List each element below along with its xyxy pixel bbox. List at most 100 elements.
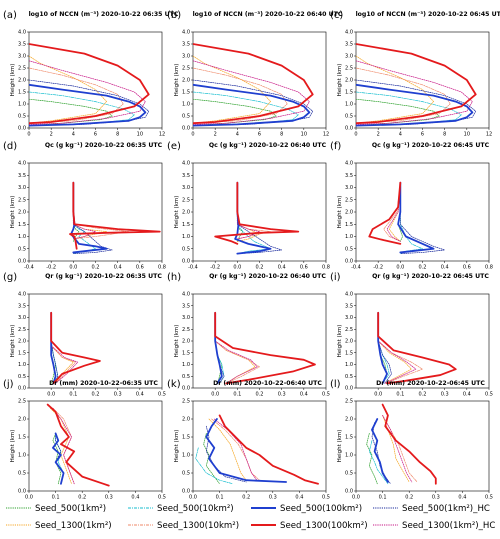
series-line-seed-1300-100km2 <box>368 181 402 245</box>
panels: (a) log10 of NCCN (m⁻³) 2020-10-22 06:35 … <box>3 10 500 501</box>
y-axis-label: Height (km) <box>337 430 343 463</box>
series-line-seed-1300-100km2 <box>218 414 319 485</box>
x-tick-label: 0.6 <box>463 265 471 271</box>
y-tick-label: 1.0 <box>18 102 26 108</box>
panel-h: (h) Qr (g kg⁻¹) 2020-10-22 06:40 UTC 0.0 0.… <box>167 272 330 398</box>
series-group <box>368 181 446 254</box>
x-tick-label: 0.0 <box>352 495 360 501</box>
x-tick-label: 0.2 <box>419 265 427 271</box>
series-group <box>356 43 477 127</box>
x-tick-label: 0.0 <box>396 265 404 271</box>
panel-label: (c) <box>330 10 343 21</box>
x-tick-label: 0.5 <box>485 495 493 501</box>
y-tick-label: 0.5 <box>345 374 353 380</box>
x-tick-label: 10 <box>301 132 307 138</box>
series-line-seed-500-100km2 <box>52 432 65 485</box>
x-tick-label: 0.2 <box>92 265 100 271</box>
panel-title: Qr (g kg⁻¹) 2020-10-22 06:40 UTC <box>209 273 326 280</box>
legend-label: Seed_500(100km²) <box>280 504 362 514</box>
x-tick-label: 0.8 <box>158 265 166 271</box>
x-tick-label: 10 <box>464 132 470 138</box>
series-line-seed-1300-1km2 <box>377 312 412 384</box>
x-tick-label: -0.4 <box>24 265 34 271</box>
legend-label: Seed_500(1km²)_HC <box>402 504 490 514</box>
panel-l: (l) Dr (mm) 2020-10-22-06:45 UTC 0.0 0.1 0.2… <box>330 379 493 501</box>
panel-title: log10 of NCCN (m⁻³) 2020-10-22 06:40 UTC <box>193 11 343 18</box>
series-line-seed-1300-100km2 <box>381 403 437 485</box>
y-tick-label: 0.5 <box>18 471 26 477</box>
y-tick-label: 0.0 <box>18 386 26 392</box>
x-tick-label: 0 <box>354 132 357 138</box>
panel-d: (d) Qc (g kg⁻¹) 2020-10-22 06:35 UTC -0.4 -… <box>3 141 166 271</box>
panel-k: (k) Dr (mm) 2020-10-22-06:40 UTC 0.0 0.1 0.2… <box>167 379 330 501</box>
y-tick-label: 1.0 <box>345 453 353 459</box>
series-line-seed-1300-10km2 <box>50 312 76 384</box>
y-tick-label: 0.5 <box>345 471 353 477</box>
y-tick-label: 1.0 <box>345 102 353 108</box>
y-tick-label: 2.5 <box>182 327 190 333</box>
y-tick-label: 1.0 <box>182 453 190 459</box>
y-tick-label: 4.0 <box>18 292 26 298</box>
y-tick-label: 0.0 <box>182 489 190 495</box>
y-tick-label: 1.5 <box>18 90 26 96</box>
series-line-seed-1300-100km2 <box>356 43 477 125</box>
panel-label: (i) <box>330 272 341 283</box>
panel-title: Dr (mm) 2020-10-22-06:35 UTC <box>49 380 158 387</box>
series-group <box>214 311 316 385</box>
x-tick-label: 0.3 <box>114 392 122 398</box>
y-tick-label: 2.0 <box>18 210 26 216</box>
panel-label: (a) <box>3 10 17 21</box>
series-line-seed-1300-1km2-hc <box>193 60 310 125</box>
y-tick-label: 3.5 <box>18 173 26 179</box>
series-line-seed-1300-1km2-hc <box>377 312 417 384</box>
y-axis-label: Height (km) <box>337 64 343 97</box>
y-tick-label: 0.5 <box>182 374 190 380</box>
series-line-seed-1300-10km2 <box>211 418 260 481</box>
y-tick-label: 2.5 <box>345 399 353 405</box>
y-tick-label: 0.0 <box>182 126 190 132</box>
y-tick-label: 2.0 <box>182 417 190 423</box>
y-tick-label: 1.5 <box>182 435 190 441</box>
series-line-seed-500-1km2 <box>236 182 244 242</box>
panel-label: (j) <box>3 379 14 390</box>
y-tick-label: 4.0 <box>345 30 353 36</box>
panel-label: (g) <box>3 272 17 283</box>
y-tick-label: 2.0 <box>18 78 26 84</box>
plot-frame <box>28 162 163 262</box>
x-tick-label: 0.2 <box>405 495 413 501</box>
series-line-seed-500-10km2 <box>195 447 234 485</box>
series-line-seed-1300-1km2 <box>382 415 410 483</box>
plot-frame <box>355 293 490 389</box>
x-tick-label: 0 <box>27 132 30 138</box>
x-tick-label: 0.3 <box>432 495 440 501</box>
y-tick-label: 4.0 <box>345 161 353 167</box>
x-tick-label: 10 <box>137 132 143 138</box>
plot-frame <box>28 31 163 129</box>
x-tick-label: 0.4 <box>458 495 466 501</box>
y-tick-label: 0.0 <box>345 386 353 392</box>
series-line-seed-1300-1km2 <box>208 418 247 481</box>
panel-g: (g) Qr (g kg⁻¹) 2020-10-22 06:35 UTC 0.0 0.… <box>3 272 166 398</box>
panel-label: (e) <box>167 141 181 152</box>
plot-frame <box>192 400 327 492</box>
y-tick-label: 3.5 <box>345 173 353 179</box>
x-tick-label: -0.4 <box>351 265 361 271</box>
y-axis-label: Height (km) <box>10 430 16 463</box>
plot-frame <box>192 162 327 262</box>
y-tick-label: 4.0 <box>182 30 190 36</box>
legend-item: Seed_500(1km²)_HC <box>373 504 490 514</box>
panel-label: (b) <box>167 10 181 21</box>
y-tick-label: 3.0 <box>345 54 353 60</box>
legend-item: Seed_1300(1km²)_HC <box>373 521 495 531</box>
x-tick-label: 8 <box>280 132 283 138</box>
y-tick-label: 1.5 <box>18 435 26 441</box>
series-group <box>377 311 457 385</box>
y-tick-label: 1.5 <box>182 222 190 228</box>
x-tick-label: 0.3 <box>278 392 286 398</box>
y-tick-label: 3.5 <box>182 42 190 48</box>
y-tick-label: 0.5 <box>345 114 353 120</box>
series-line-seed-500-100km2 <box>193 83 311 127</box>
panel-title: Qc (g kg⁻¹) 2020-10-22 06:35 UTC <box>45 142 163 149</box>
series-line-seed-1300-100km2 <box>29 43 150 125</box>
